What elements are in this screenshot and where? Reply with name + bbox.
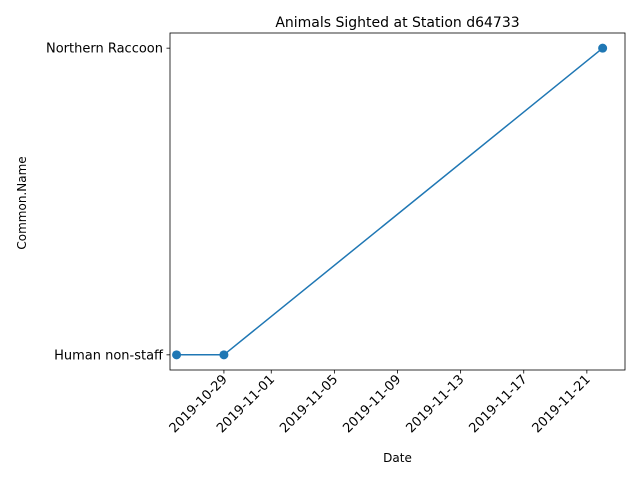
y-tick-label: Human non-staff: [54, 348, 164, 363]
data-point: [598, 43, 608, 53]
y-axis-label: Common.Name: [15, 156, 29, 249]
y-tick-label: Northern Raccoon: [46, 42, 163, 57]
data-point: [172, 350, 182, 360]
chart-title: Animals Sighted at Station d64733: [275, 15, 519, 31]
x-axis-label: Date: [383, 451, 412, 465]
data-point: [219, 350, 229, 360]
